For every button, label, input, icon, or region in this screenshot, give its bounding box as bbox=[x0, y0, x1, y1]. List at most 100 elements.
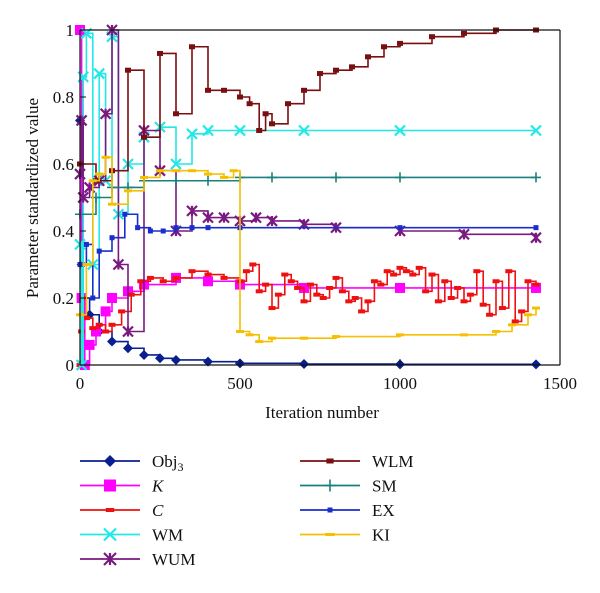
data-point bbox=[317, 71, 323, 77]
data-point bbox=[349, 64, 355, 70]
data-point bbox=[486, 312, 494, 317]
data-point bbox=[82, 263, 91, 266]
data-point bbox=[301, 87, 307, 93]
data-point bbox=[345, 299, 353, 304]
data-point bbox=[377, 282, 385, 287]
data-point bbox=[101, 155, 110, 159]
series-obj bbox=[75, 115, 541, 370]
data-point bbox=[146, 275, 154, 280]
data-point bbox=[140, 175, 148, 179]
data-point bbox=[234, 124, 246, 137]
data-point bbox=[83, 241, 89, 247]
legend-item-ex: EX bbox=[300, 501, 395, 520]
data-point bbox=[313, 292, 321, 297]
data-point bbox=[409, 272, 417, 277]
data-point bbox=[532, 282, 540, 287]
series-line bbox=[80, 29, 537, 333]
data-point bbox=[95, 322, 103, 327]
data-point bbox=[155, 353, 165, 364]
x-tick-label: 0 bbox=[76, 374, 85, 393]
data-point bbox=[95, 172, 104, 176]
series-sm bbox=[75, 172, 541, 220]
legend-label: C bbox=[152, 501, 164, 520]
legend-marker bbox=[327, 507, 333, 513]
data-point bbox=[205, 87, 211, 93]
data-point bbox=[112, 258, 125, 271]
series-k bbox=[75, 25, 541, 370]
data-point bbox=[492, 330, 500, 333]
data-point bbox=[204, 272, 212, 277]
data-point bbox=[156, 169, 164, 173]
data-point bbox=[172, 275, 180, 280]
data-point bbox=[100, 306, 111, 317]
data-point bbox=[171, 175, 181, 186]
y-tick-label: 0.8 bbox=[53, 88, 74, 107]
data-point bbox=[532, 306, 540, 310]
data-point bbox=[300, 336, 308, 340]
data-point bbox=[249, 262, 257, 267]
data-point bbox=[189, 225, 195, 231]
data-point bbox=[306, 282, 314, 287]
data-point bbox=[365, 54, 371, 60]
data-point bbox=[118, 309, 126, 314]
legend-marker bbox=[105, 508, 115, 512]
legend-marker bbox=[103, 552, 117, 566]
data-point bbox=[396, 333, 404, 337]
series-wm bbox=[74, 27, 542, 371]
data-point bbox=[255, 340, 264, 344]
data-point bbox=[294, 285, 302, 290]
data-point bbox=[333, 67, 339, 73]
data-point bbox=[220, 175, 228, 179]
data-point bbox=[127, 292, 135, 297]
legend-item-k: K bbox=[80, 477, 165, 496]
data-point bbox=[107, 293, 117, 303]
ticks: 0 500 1000 1500 0 0.2 0.4 0.6 0.8 1 bbox=[53, 21, 577, 393]
data-point bbox=[124, 189, 132, 193]
data-point bbox=[218, 211, 230, 224]
data-point bbox=[170, 158, 182, 170]
x-tick-label: 1500 bbox=[543, 374, 577, 393]
legend-label: EX bbox=[372, 501, 395, 520]
legend-label: WM bbox=[152, 526, 183, 545]
data-point bbox=[447, 296, 455, 300]
data-point bbox=[220, 275, 228, 280]
series-line bbox=[80, 29, 536, 182]
legend-item-sm: SM bbox=[300, 477, 397, 496]
data-point bbox=[441, 279, 449, 284]
data-point bbox=[533, 225, 539, 231]
data-point bbox=[458, 228, 470, 241]
data-point bbox=[298, 124, 310, 137]
x-tick-label: 1000 bbox=[383, 374, 417, 393]
data-point bbox=[237, 94, 243, 100]
data-point bbox=[300, 299, 308, 304]
data-point bbox=[89, 326, 97, 331]
data-point bbox=[415, 265, 423, 270]
legend-label: K bbox=[151, 477, 165, 496]
data-point bbox=[505, 269, 513, 274]
data-point bbox=[332, 275, 340, 280]
data-point bbox=[531, 359, 541, 370]
data-point bbox=[287, 279, 295, 284]
data-point bbox=[189, 44, 195, 50]
data-point bbox=[91, 326, 101, 337]
data-point bbox=[479, 302, 487, 307]
data-point bbox=[364, 299, 372, 304]
legend-item-c: C bbox=[80, 501, 164, 520]
legend-label: WUM bbox=[152, 550, 195, 569]
legend-marker bbox=[104, 455, 116, 467]
data-point bbox=[429, 34, 435, 40]
data-point bbox=[135, 225, 141, 231]
data-point bbox=[75, 114, 88, 127]
legend-marker bbox=[324, 479, 336, 492]
data-point bbox=[530, 124, 542, 137]
data-point bbox=[266, 215, 278, 227]
legend-label: Obj3 bbox=[152, 452, 184, 474]
axes bbox=[79, 29, 561, 366]
data-point bbox=[268, 306, 276, 311]
legend-marker bbox=[325, 533, 335, 536]
data-point bbox=[267, 172, 277, 183]
data-point bbox=[139, 349, 149, 360]
data-point bbox=[460, 333, 468, 337]
data-point bbox=[531, 172, 541, 183]
